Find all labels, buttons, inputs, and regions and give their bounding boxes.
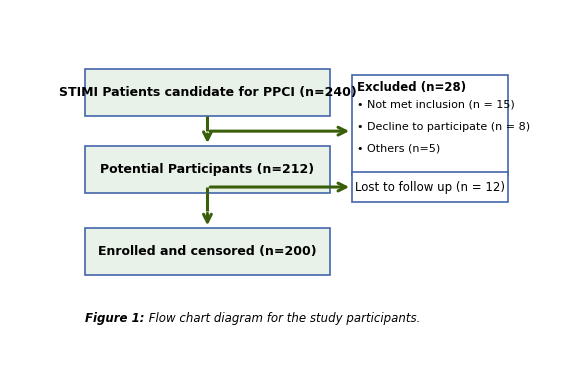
FancyBboxPatch shape xyxy=(352,172,508,202)
Text: Enrolled and censored (n=200): Enrolled and censored (n=200) xyxy=(98,245,317,258)
FancyBboxPatch shape xyxy=(352,75,508,175)
FancyBboxPatch shape xyxy=(85,146,329,193)
Text: Figure 1:: Figure 1: xyxy=(85,312,145,325)
Text: Lost to follow up (n = 12): Lost to follow up (n = 12) xyxy=(355,181,505,194)
Text: Potential Participants (n=212): Potential Participants (n=212) xyxy=(100,163,315,176)
Text: Figure 1:: Figure 1: xyxy=(85,312,145,325)
Text: • Others (n=5): • Others (n=5) xyxy=(358,144,441,154)
Text: • Not met inclusion (n = 15): • Not met inclusion (n = 15) xyxy=(358,100,515,110)
Text: Flow chart diagram for the study participants.: Flow chart diagram for the study partici… xyxy=(145,312,420,325)
Text: Excluded (n=28): Excluded (n=28) xyxy=(358,81,467,94)
FancyBboxPatch shape xyxy=(85,228,329,275)
FancyBboxPatch shape xyxy=(85,70,329,117)
Text: STIMI Patients candidate for PPCI (n=240): STIMI Patients candidate for PPCI (n=240… xyxy=(59,86,356,99)
Text: • Decline to participate (n = 8): • Decline to participate (n = 8) xyxy=(358,122,530,132)
